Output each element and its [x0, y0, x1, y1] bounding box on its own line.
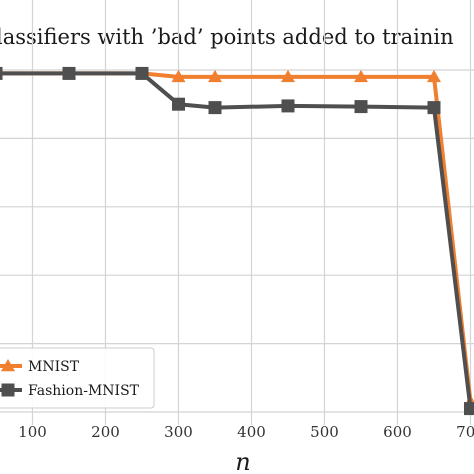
square-marker — [172, 97, 185, 111]
square-marker — [0, 66, 3, 80]
x-tick-label: 300 — [164, 423, 193, 441]
triangle-marker — [281, 69, 295, 83]
legend-label: MNIST — [28, 359, 80, 375]
x-tick-labels: 100 200 300 400 500 600 700 — [18, 423, 474, 441]
x-axis-label: n — [235, 448, 250, 474]
legend-item: MNIST — [0, 359, 80, 375]
x-tick-label: 500 — [310, 423, 339, 441]
x-tick-label: 600 — [383, 423, 412, 441]
legend: MNIST Fashion-MNIST — [0, 347, 155, 409]
square-marker — [427, 101, 441, 115]
x-tick-label: 100 — [18, 423, 47, 441]
triangle-marker — [1, 359, 15, 372]
series-layer — [0, 66, 474, 416]
chart-title: lassifiers with ’bad’ points added to tr… — [0, 25, 454, 49]
square-marker — [464, 402, 474, 416]
square-marker — [135, 66, 149, 80]
triangle-marker — [208, 69, 222, 83]
x-tick-label: 200 — [91, 423, 120, 441]
x-tick-label: 400 — [237, 423, 266, 441]
square-marker — [62, 66, 76, 80]
triangle-marker — [354, 69, 368, 83]
triangle-marker — [427, 69, 441, 83]
square-marker — [208, 101, 222, 115]
square-marker — [1, 383, 15, 397]
legend-box — [0, 347, 155, 409]
x-tick-label: 700 — [456, 423, 474, 441]
square-marker — [281, 99, 295, 113]
series-fashion-mnist — [0, 66, 474, 416]
triangle-marker — [171, 69, 186, 83]
legend-label: Fashion-MNIST — [28, 383, 140, 399]
square-marker — [354, 100, 368, 114]
legend-item: Fashion-MNIST — [0, 383, 140, 399]
